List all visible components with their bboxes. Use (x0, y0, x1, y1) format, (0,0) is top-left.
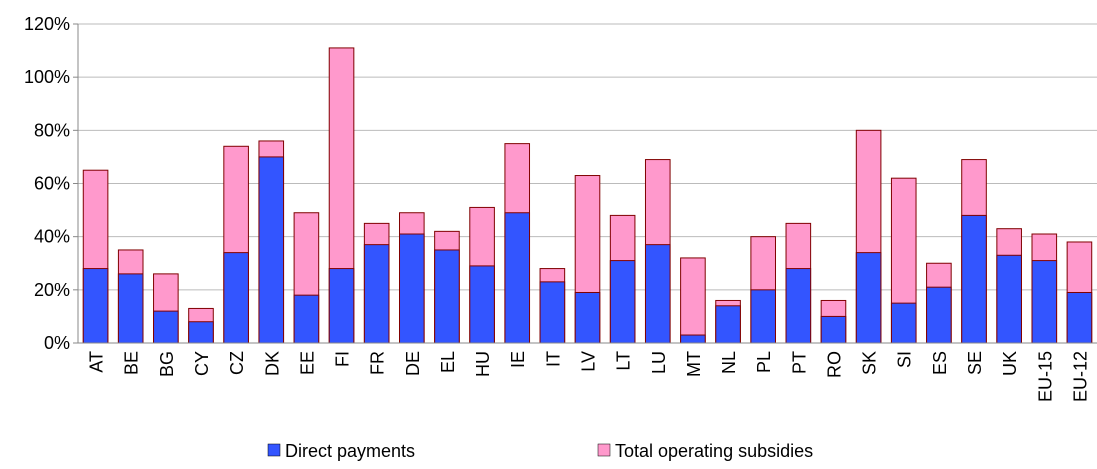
legend-label: Total operating subsidies (615, 441, 813, 461)
bar (820, 315, 847, 344)
y-tick-label: 20% (34, 280, 70, 300)
x-tick-label: MT (684, 351, 704, 377)
x-tick-label: PT (789, 351, 809, 374)
bar (609, 260, 636, 344)
x-tick-label: ES (930, 351, 950, 375)
bar (715, 305, 741, 344)
bar (785, 268, 812, 344)
bar (1031, 260, 1058, 344)
bar (680, 257, 706, 344)
bar (258, 156, 285, 344)
x-tick-label: SK (860, 351, 880, 375)
y-tick-label: 120% (24, 14, 70, 34)
x-tick-label: PL (754, 351, 774, 373)
x-tick-label: IE (508, 351, 528, 368)
x-tick-label: LU (649, 351, 669, 374)
x-tick-label: IT (543, 351, 563, 367)
bar (434, 249, 460, 344)
x-tick-label: UK (1000, 351, 1020, 376)
x-tick-label: DK (262, 351, 282, 376)
bar (926, 286, 952, 344)
y-tick-label: 60% (34, 174, 70, 194)
y-tick-label: 100% (24, 67, 70, 87)
bar (680, 334, 706, 344)
x-tick-label: EU-12 (1070, 351, 1090, 402)
bar (469, 265, 495, 344)
bar (82, 268, 109, 344)
y-tick-label: 80% (34, 120, 70, 140)
bar (890, 302, 917, 344)
x-tick-label: EE (297, 351, 317, 375)
x-tick-label: SE (965, 351, 985, 375)
x-tick-label: CY (192, 351, 212, 376)
bar (223, 252, 249, 344)
x-tick-label: RO (824, 351, 844, 378)
bar (504, 212, 531, 344)
bar (750, 289, 776, 344)
x-tick-label: EL (438, 351, 458, 373)
x-tick-label: DE (403, 351, 423, 376)
x-tick-label: NL (719, 351, 739, 374)
bar (399, 233, 425, 344)
bar (996, 254, 1022, 344)
x-tick-label: LV (579, 351, 599, 372)
x-tick-label: CZ (227, 351, 247, 375)
x-tick-label: FR (368, 351, 388, 375)
legend-label: Direct payments (285, 441, 415, 461)
bar (153, 310, 179, 344)
bar (117, 273, 144, 344)
x-tick-label: LT (614, 351, 634, 371)
bar (188, 321, 214, 344)
x-tick-label: AT (87, 351, 107, 373)
legend-swatch (267, 443, 281, 457)
bar (961, 214, 987, 344)
bar (293, 294, 320, 344)
legend-swatch (597, 443, 611, 457)
bar (574, 291, 601, 344)
y-tick-label: 0% (44, 333, 70, 353)
y-tick-label: 40% (34, 227, 70, 247)
x-tick-label: SI (895, 351, 915, 368)
bar (644, 244, 671, 344)
bar (855, 252, 882, 344)
x-tick-label: BE (122, 351, 142, 375)
x-tick-label: FI (333, 351, 353, 367)
bar (328, 268, 355, 344)
x-tick-label: EU-15 (1035, 351, 1055, 402)
bar (1066, 291, 1093, 344)
bar (539, 281, 566, 344)
bar (363, 244, 390, 344)
x-tick-label: BG (157, 351, 177, 377)
x-tick-label: HU (473, 351, 493, 377)
